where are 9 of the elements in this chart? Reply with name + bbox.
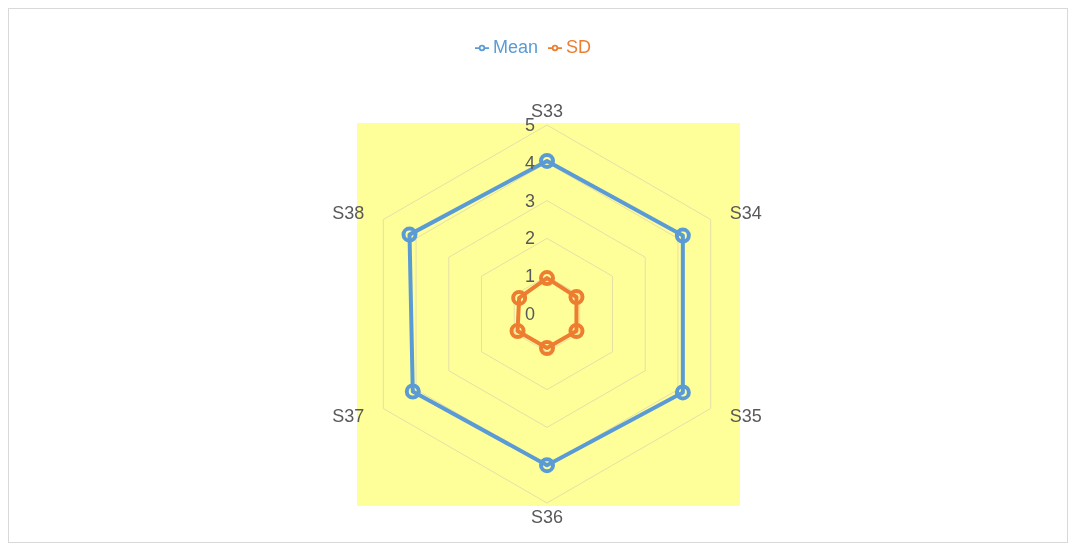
y-tick-label: 0 [524,304,535,324]
legend-label: Mean [492,37,538,57]
y-tick-label: 2 [524,228,535,249]
legend-label: SD [566,37,592,57]
y-tick-label: 1 [524,266,535,287]
spoke-label: S36 [530,507,564,527]
spoke-label: S33 [530,101,564,121]
y-tick-label: 3 [524,190,535,211]
y-tick-label: 4 [524,152,535,173]
